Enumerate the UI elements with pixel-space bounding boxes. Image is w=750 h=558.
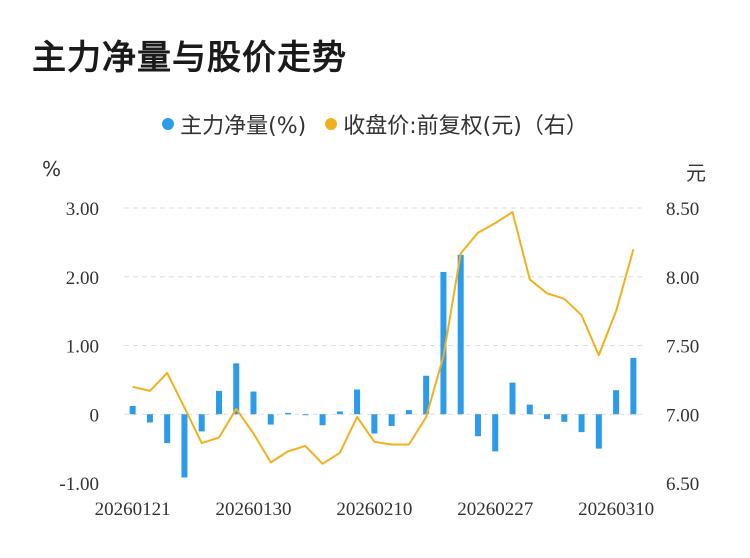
net-volume-bar (578, 414, 585, 433)
y-left-tick-label: 3.00 (66, 199, 99, 220)
y-right-tick-label: 8.50 (666, 199, 699, 220)
net-volume-bar (423, 375, 430, 415)
net-volume-bar (198, 414, 205, 432)
y-left-tick-label: 2.00 (66, 268, 99, 289)
y-right-tick-label: 6.50 (666, 474, 699, 495)
net-volume-bar (544, 414, 551, 420)
y-right-tick-label: 7.50 (666, 337, 699, 358)
net-volume-bar (371, 414, 378, 434)
net-volume-bar (492, 414, 499, 452)
x-tick-label: 20260121 (95, 499, 171, 520)
net-volume-bar (440, 271, 447, 415)
net-volume-bar (354, 389, 361, 415)
legend-price-label: 收盘价:前复权(元)（右） (343, 114, 588, 139)
x-tick-label: 20260130 (216, 499, 292, 520)
left-axis-unit: % (42, 157, 62, 181)
net-volume-bar (285, 412, 292, 415)
x-tick-label: 20260310 (578, 499, 654, 520)
net-volume-bar (129, 406, 136, 415)
net-volume-dot-icon (162, 118, 175, 130)
net-volume-bar (250, 391, 257, 415)
net-volume-bar (613, 390, 620, 415)
net-volume-bar (146, 414, 153, 423)
net-volume-bar (509, 382, 516, 415)
net-volume-bar (457, 254, 464, 415)
legend-item-close-price[interactable]: 收盘价:前复权(元)（右） (325, 108, 588, 140)
net-volume-bar (561, 414, 568, 422)
net-volume-bar (336, 411, 343, 415)
net-volume-bar (233, 363, 240, 415)
y-left-tick-label: -1.00 (59, 474, 99, 495)
y-right-tick-label: 7.00 (666, 405, 699, 426)
y-left-tick-label: 1.00 (66, 337, 99, 358)
net-volume-bar (319, 414, 326, 426)
y-left-tick-label: 0 (90, 405, 100, 426)
net-volume-bar (526, 404, 533, 415)
legend-net-label: 主力净量(%) (180, 114, 307, 139)
y-right-tick-label: 8.00 (666, 268, 699, 289)
net-volume-bar (388, 414, 395, 426)
net-volume-bar (215, 390, 222, 415)
net-volume-bar (302, 414, 309, 416)
net-volume-bar (474, 414, 481, 437)
net-volume-bar (267, 414, 274, 425)
net-volume-bar (595, 414, 602, 449)
legend-item-net-volume[interactable]: 主力净量(%) (162, 108, 306, 140)
x-tick-label: 20260227 (457, 499, 533, 520)
right-axis-unit: 元 (686, 161, 706, 185)
net-volume-bar (164, 414, 171, 444)
close-price-dot-icon (325, 118, 338, 130)
legend: 主力净量(%) 收盘价:前复权(元)（右） (0, 108, 750, 140)
page-title: 主力净量与股价走势 (32, 38, 347, 78)
close-price-line (132, 211, 635, 465)
net-volume-bar (181, 414, 188, 478)
net-volume-bar (405, 410, 412, 415)
x-tick-label: 20260210 (336, 499, 412, 520)
net-volume-bar (630, 357, 637, 415)
